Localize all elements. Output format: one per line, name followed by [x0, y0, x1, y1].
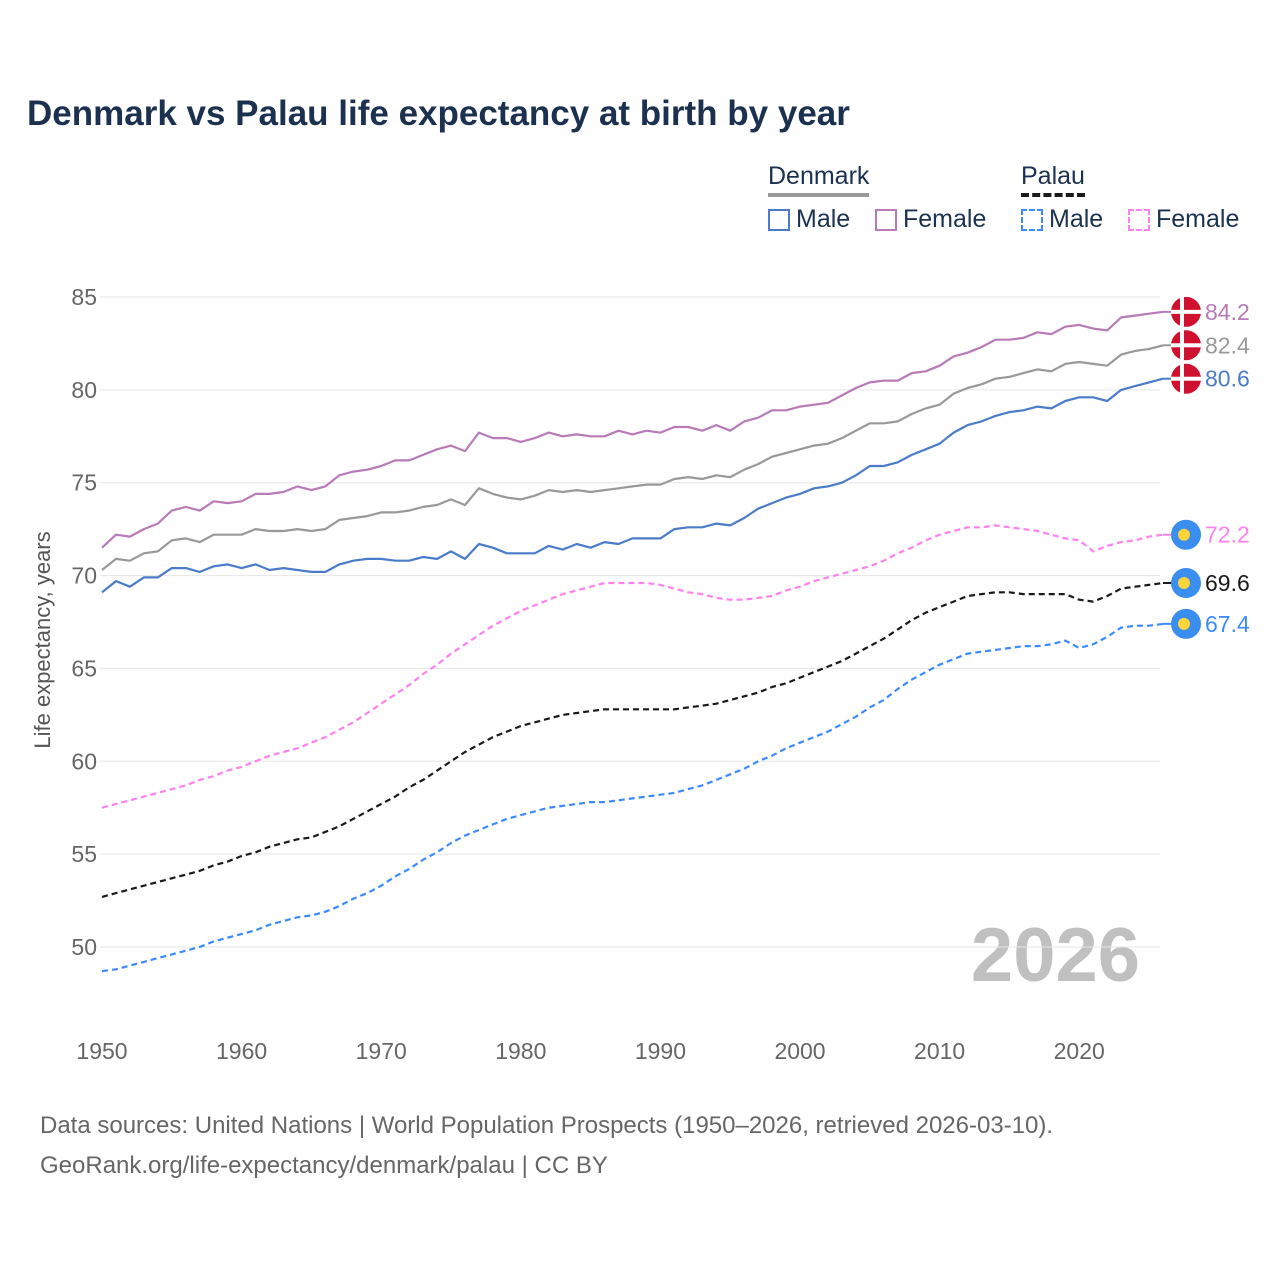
x-tick-label: 2020 [1054, 1038, 1105, 1064]
y-tick-label: 65 [71, 655, 97, 681]
flag-moon [1178, 617, 1190, 630]
series-line-denmark-female [101, 310, 1164, 549]
y-tick-label: 55 [71, 841, 97, 867]
flag-moon [1178, 577, 1190, 589]
series-line-palau-total [101, 581, 1164, 898]
legend-label: Female [903, 205, 987, 233]
legend-swatch [1128, 208, 1150, 231]
legend-label: Male [796, 205, 851, 233]
series-line-palau-female [101, 524, 1164, 809]
end-value-label: 69.6 [1205, 570, 1250, 596]
y-tick-label: 75 [71, 470, 97, 496]
legend-group-denmark: Denmark [768, 162, 870, 197]
y-tick-label: 70 [71, 563, 97, 589]
flag-cross [1180, 296, 1184, 327]
x-tick-label: 1970 [356, 1038, 407, 1064]
end-value-label: 84.2 [1205, 299, 1250, 325]
end-value-label: 72.2 [1205, 522, 1250, 548]
y-axis-label: Life expectancy, years [30, 531, 55, 748]
legend-item-denmark-male[interactable]: Male [768, 205, 850, 234]
y-tick-label: 85 [71, 284, 97, 310]
source-line-1: Data sources: United Nations | World Pop… [40, 1112, 1054, 1139]
y-tick-label: 80 [71, 377, 97, 403]
chart-title: Denmark vs Palau life expectancy at birt… [27, 94, 850, 133]
flag-cross [1171, 343, 1201, 348]
x-tick-label: 2000 [774, 1038, 825, 1064]
legend-swatch [1021, 208, 1043, 231]
legend-group-palau: Palau [1021, 162, 1085, 197]
legend-item-denmark-female[interactable]: Female [875, 205, 986, 234]
end-value-label: 80.6 [1205, 366, 1250, 392]
legend-label: Female [1156, 205, 1240, 233]
flag-cross [1180, 330, 1184, 361]
y-tick-label: 60 [71, 748, 97, 774]
series-line-denmark-male [101, 377, 1164, 594]
source-line-2[interactable]: GeoRank.org/life-expectancy/denmark/pala… [40, 1152, 608, 1179]
legend-swatch [768, 208, 790, 231]
x-tick-label: 1990 [635, 1038, 686, 1064]
flag-moon [1178, 528, 1190, 541]
x-tick-label: 1960 [216, 1038, 267, 1064]
flag-cross [1171, 309, 1201, 314]
x-tick-label: 2010 [914, 1038, 965, 1064]
series-line-denmark-total [101, 344, 1164, 571]
flag-cross [1171, 376, 1201, 381]
y-tick-label: 50 [71, 934, 97, 960]
current-year-label: 2026 [970, 913, 1140, 998]
x-tick-label: 1980 [495, 1038, 546, 1064]
legend-item-palau-male[interactable]: Male [1021, 205, 1103, 234]
flag-cross [1180, 363, 1184, 394]
legend-label: Male [1049, 205, 1104, 233]
source-note: Data sources: United Nations | World Pop… [40, 1106, 1053, 1186]
legend-item-palau-female[interactable]: Female [1128, 205, 1239, 234]
series-line-palau-male [101, 622, 1164, 973]
legend-swatch [875, 208, 897, 231]
x-tick-label: 1950 [76, 1038, 127, 1064]
end-value-label: 82.4 [1205, 332, 1250, 358]
end-value-label: 67.4 [1205, 611, 1250, 637]
